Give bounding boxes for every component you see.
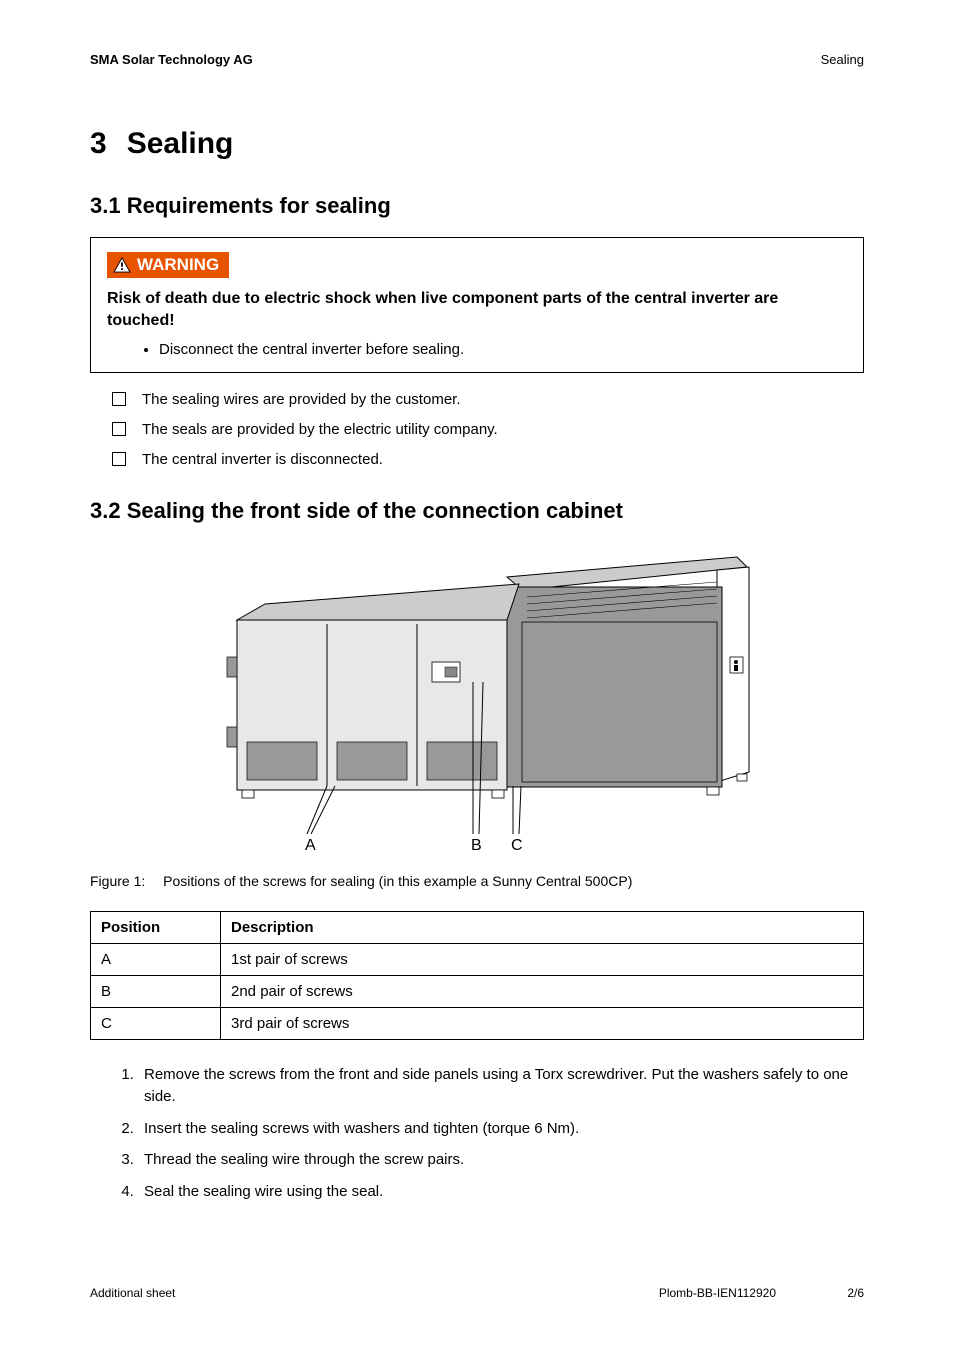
table-cell: B <box>91 976 221 1008</box>
table-header-row: Position Description <box>91 912 864 944</box>
figure-caption: Figure 1: Positions of the screws for se… <box>90 873 864 889</box>
page-header: SMA Solar Technology AG Sealing <box>90 52 864 67</box>
table-header-position: Position <box>91 912 221 944</box>
subsection-title: Sealing the front side of the connection… <box>127 498 623 523</box>
warning-label: WARNING <box>107 252 229 278</box>
subsection-sealing-front: 3.2 Sealing the front side of the connec… <box>90 498 864 524</box>
footer-left: Additional sheet <box>90 1286 175 1300</box>
step-item: Remove the screws from the front and sid… <box>138 1064 864 1108</box>
figure-label-a: A <box>305 837 316 852</box>
warning-label-text: WARNING <box>137 255 219 275</box>
table-cell: 2nd pair of screws <box>221 976 864 1008</box>
header-company: SMA Solar Technology AG <box>90 52 253 67</box>
table-row: B 2nd pair of screws <box>91 976 864 1008</box>
section-number: 3 <box>90 127 107 161</box>
checklist: The sealing wires are provided by the cu… <box>112 389 864 470</box>
step-item: Insert the sealing screws with washers a… <box>138 1118 864 1140</box>
subsection-number: 3.1 <box>90 193 121 218</box>
checklist-item: The central inverter is disconnected. <box>112 449 864 470</box>
table-cell: 3rd pair of screws <box>221 1008 864 1040</box>
position-table: Position Description A 1st pair of screw… <box>90 911 864 1040</box>
procedure-steps: Remove the screws from the front and sid… <box>138 1064 864 1203</box>
section-title: Sealing <box>127 127 234 160</box>
warning-title: Risk of death due to electric shock when… <box>107 288 847 331</box>
table-row: A 1st pair of screws <box>91 944 864 976</box>
subsection-number: 3.2 <box>90 498 121 523</box>
subsection-requirements: 3.1 Requirements for sealing <box>90 193 864 219</box>
subsection-title: Requirements for sealing <box>127 193 391 218</box>
warning-box: WARNING Risk of death due to electric sh… <box>90 237 864 373</box>
footer-page: 2/6 <box>816 1286 864 1300</box>
table-cell: C <box>91 1008 221 1040</box>
table-row: C 3rd pair of screws <box>91 1008 864 1040</box>
figure-label-c: C <box>511 837 523 852</box>
figure-caption-label: Figure 1: <box>90 873 145 889</box>
page-footer: Additional sheet Plomb-BB-IEN112920 2/6 <box>90 1286 864 1300</box>
figure-caption-text: Positions of the screws for sealing (in … <box>163 873 632 889</box>
header-section: Sealing <box>821 52 864 67</box>
checklist-item: The sealing wires are provided by the cu… <box>112 389 864 410</box>
warning-bullet: Disconnect the central inverter before s… <box>159 341 847 358</box>
step-item: Seal the sealing wire using the seal. <box>138 1181 864 1203</box>
cabinet-diagram: A B C <box>177 542 777 852</box>
table-cell: A <box>91 944 221 976</box>
step-item: Thread the sealing wire through the scre… <box>138 1149 864 1171</box>
figure-label-b: B <box>471 837 482 852</box>
warning-bullets: Disconnect the central inverter before s… <box>159 341 847 358</box>
figure-1: A B C <box>90 542 864 857</box>
table-header-description: Description <box>221 912 864 944</box>
table-cell: 1st pair of screws <box>221 944 864 976</box>
section-heading: 3 Sealing <box>90 127 864 161</box>
checklist-item: The seals are provided by the electric u… <box>112 419 864 440</box>
warning-icon <box>113 257 131 273</box>
footer-docid: Plomb-BB-IEN112920 <box>175 1286 816 1300</box>
